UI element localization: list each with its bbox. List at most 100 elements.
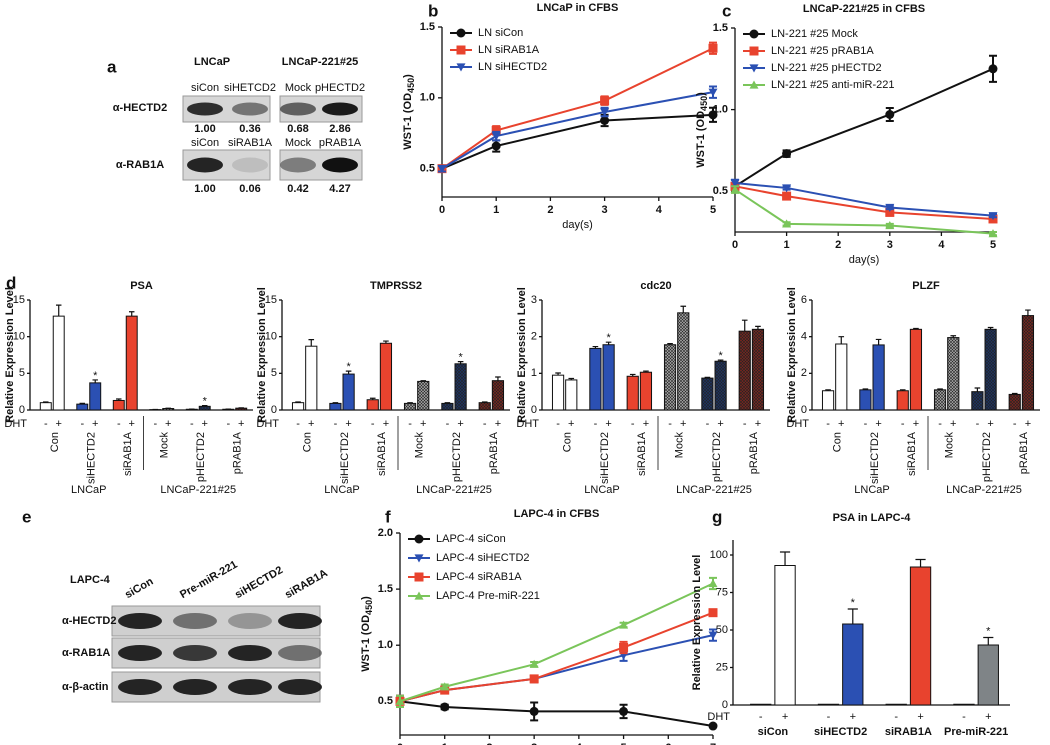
panel-label: d — [6, 273, 16, 292]
blot-band — [118, 613, 162, 629]
error-bar — [345, 370, 352, 375]
dht-sign: - — [371, 418, 375, 430]
chart-title: cdc20 — [640, 280, 671, 292]
bar — [235, 407, 248, 411]
quant-label: 0.06 — [239, 183, 260, 195]
dht-label: DHT — [707, 711, 730, 723]
lane-label: siRAB1A — [283, 567, 330, 601]
chart-title: LNCaP-221#25 in CFBS — [803, 3, 925, 15]
dht-label: DHT — [516, 418, 539, 430]
dht-sign: + — [457, 418, 463, 430]
error-bar — [592, 345, 599, 349]
y-tick-label: 0 — [271, 404, 277, 416]
bar — [1008, 393, 1021, 411]
data-point — [782, 184, 792, 193]
data-point — [708, 608, 718, 618]
bar — [714, 360, 727, 411]
legend-label: LN-221 #25 anti-miR-221 — [771, 79, 895, 91]
category-label: pHECTD2 — [981, 432, 993, 482]
bar — [39, 402, 52, 411]
error-bar — [847, 608, 858, 624]
data-point — [440, 682, 450, 691]
error-bar — [937, 388, 943, 390]
dht-sign: + — [92, 418, 98, 430]
category-label: siHECTD2 — [869, 432, 881, 484]
legend-marker — [414, 591, 424, 600]
error-bar — [915, 558, 926, 567]
error-bar — [568, 377, 575, 380]
dht-sign: - — [556, 418, 560, 430]
bar — [491, 380, 505, 411]
blot-band — [232, 102, 268, 116]
data-point — [708, 721, 718, 731]
y-axis-label-part: 450 — [364, 600, 374, 615]
lane-label: Mock — [285, 137, 312, 149]
y-axis-label-part: WST-1 (OD — [402, 93, 414, 150]
dht-sign: + — [838, 418, 844, 430]
x-tick-label: 0 — [397, 742, 403, 745]
group-label: LNCaP-221#25 — [282, 56, 358, 68]
category-label: pHECTD2 — [195, 432, 207, 482]
x-tick-label: 5 — [990, 239, 996, 251]
lane-label: siCon — [191, 137, 219, 149]
bar — [602, 344, 615, 411]
dht-sign: + — [1025, 418, 1031, 430]
error-bar — [899, 389, 906, 391]
dht-sign: + — [875, 418, 881, 430]
legend-label: LAPC-4 Pre-miR-221 — [436, 590, 540, 602]
group-label: LNCaP-221#25 — [946, 484, 1022, 496]
dht-sign: + — [308, 418, 314, 430]
panel-label: b — [428, 1, 438, 20]
lane-label: siCon — [191, 82, 219, 94]
legend-label: LN-221 #25 Mock — [771, 28, 858, 40]
series-line — [441, 47, 714, 170]
category-label: Con — [832, 432, 844, 452]
y-axis-label: Relative Expression Level — [4, 287, 16, 423]
lane-label: pRAB1A — [319, 137, 362, 149]
panel-label: c — [722, 1, 731, 20]
legend-marker — [456, 28, 466, 38]
dht-sign: - — [827, 711, 831, 723]
error-bar — [92, 379, 98, 383]
error-bar — [495, 376, 501, 381]
category-label: pRAB1A — [748, 431, 760, 474]
bar — [774, 565, 796, 706]
antibody-label: α-RAB1A — [62, 647, 110, 659]
y-tick-label: 1.0 — [713, 104, 728, 116]
antibody-label: α-β-actin — [62, 681, 109, 693]
x-tick-label: 4 — [656, 204, 663, 216]
data-point — [708, 110, 718, 120]
panel-label: f — [385, 507, 391, 526]
series-line — [734, 67, 994, 188]
y-axis-label-part: 450 — [406, 78, 416, 93]
y-axis-label-part: WST-1 (OD — [695, 111, 707, 168]
bar — [454, 363, 467, 411]
bar — [76, 403, 89, 411]
bar — [329, 402, 342, 411]
data-point — [600, 116, 610, 125]
y-tick-label: 25 — [716, 661, 728, 673]
error-bar — [974, 387, 981, 392]
legend-label: LAPC-4 siRAB1A — [436, 571, 522, 583]
data-point — [619, 706, 629, 716]
data-point — [619, 620, 629, 629]
data-point — [491, 141, 501, 151]
chart-title: LAPC-4 in CFBS — [514, 508, 600, 520]
bar — [478, 402, 491, 411]
y-tick-label: 15 — [265, 294, 277, 306]
category-label: siHECTD2 — [599, 432, 611, 484]
antibody-label: α-RAB1A — [116, 159, 164, 171]
legend-marker — [749, 64, 759, 73]
dht-sign: + — [913, 418, 919, 430]
category-label: Mock — [159, 432, 171, 459]
error-bar — [332, 402, 339, 404]
x-tick-label: 4 — [938, 239, 945, 251]
dht-sign: - — [706, 418, 710, 430]
bar — [342, 373, 355, 411]
bar — [112, 399, 125, 411]
y-tick-label: 1 — [531, 367, 537, 379]
y-tick-label: 0 — [722, 699, 728, 711]
error-bar — [43, 401, 49, 403]
error-bar — [420, 380, 427, 382]
